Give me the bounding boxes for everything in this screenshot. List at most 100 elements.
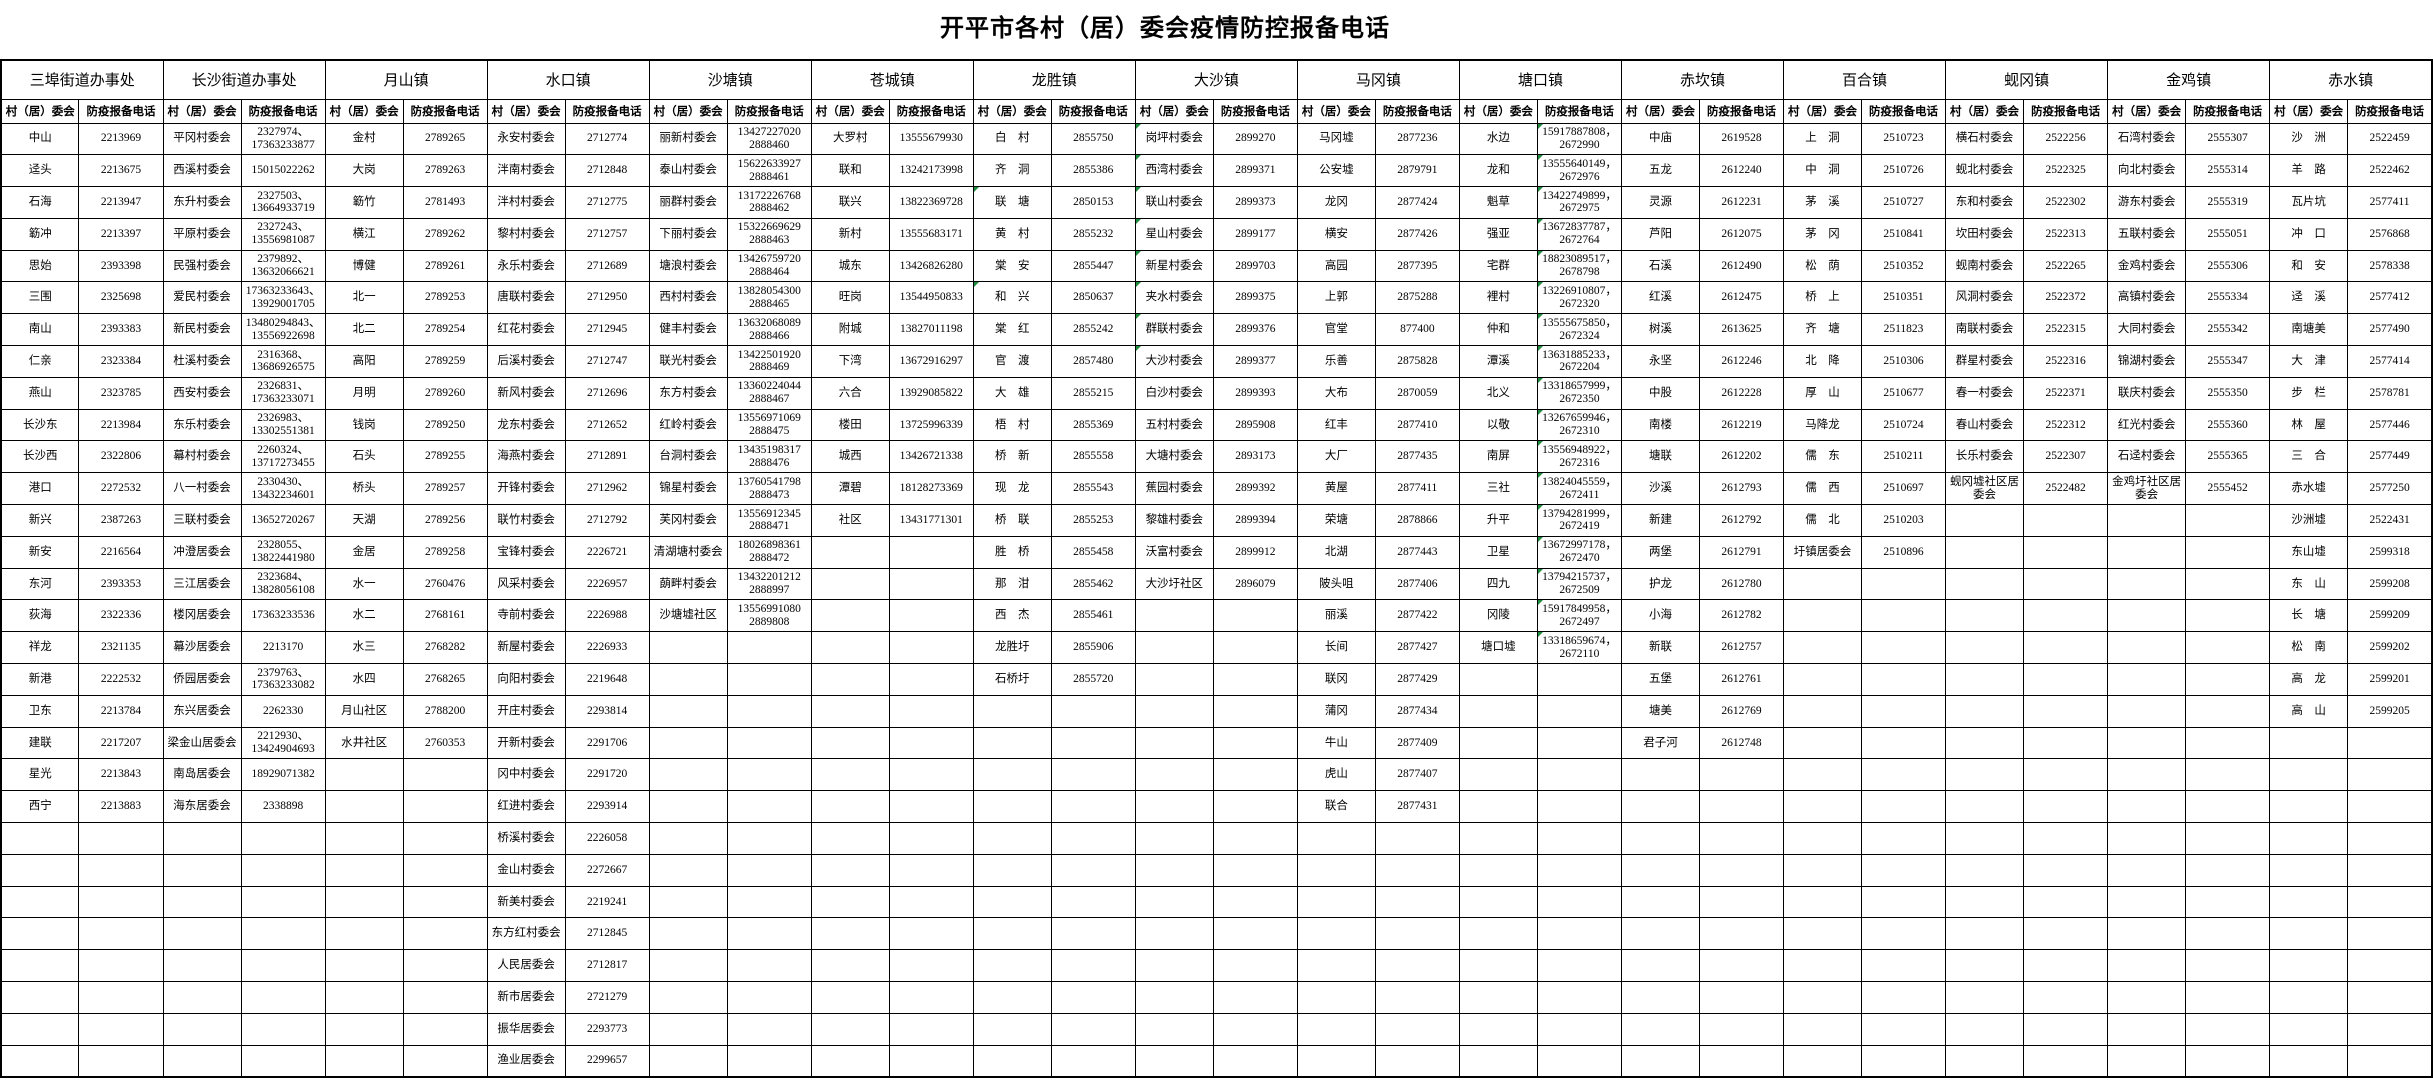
village-cell: 城西 xyxy=(810,440,890,474)
village-cell: 水二 xyxy=(324,599,404,633)
phone-cell: 2789262 xyxy=(402,217,488,251)
phone-cell: 2789256 xyxy=(402,504,488,537)
phone-cell xyxy=(1374,917,1460,951)
village-cell: 仲和 xyxy=(1458,313,1538,347)
village-cell: 联冈 xyxy=(1296,663,1376,696)
phone-cell xyxy=(2185,1044,2271,1078)
phone-cell: 2612475 xyxy=(1698,281,1785,315)
phone-cell xyxy=(1860,567,1947,601)
phone-cell: 2291706 xyxy=(564,726,650,760)
phone-cell: 2226988 xyxy=(564,599,650,633)
village-col-header: 村（居）委会 xyxy=(1296,98,1376,124)
village-cell xyxy=(324,981,404,1014)
village-cell xyxy=(648,790,728,824)
phone-cell xyxy=(1860,885,1947,919)
phone-cell: 2212930、 13424904693 xyxy=(240,726,326,760)
phone-cell xyxy=(1698,981,1785,1014)
village-cell: 海东居委会 xyxy=(162,790,242,824)
phone-cell xyxy=(1212,1012,1298,1046)
phone-cell: 13672916297 xyxy=(888,345,974,378)
village-cell: 林 屋 xyxy=(2269,408,2349,442)
village-cell: 平冈村委会 xyxy=(162,122,242,156)
village-cell: 圩镇居委会 xyxy=(1783,535,1862,569)
phone-cell xyxy=(1212,790,1298,824)
phone-cell xyxy=(2347,1012,2433,1046)
phone-cell: 2576868 xyxy=(2347,217,2433,251)
phone-cell: 2293814 xyxy=(564,694,650,728)
village-cell: 黎村村委会 xyxy=(486,217,566,251)
village-cell: 树溪 xyxy=(1620,313,1700,347)
phone-cell: 2789260 xyxy=(402,376,488,410)
phone-cell: 13318659674， 2672110 xyxy=(1536,631,1622,665)
village-cell: 永乐村委会 xyxy=(486,249,566,283)
village-cell: 裡村 xyxy=(1458,281,1538,315)
village-cell: 大沙村委会 xyxy=(1134,345,1214,378)
village-cell: 升平 xyxy=(1458,504,1538,537)
phone-cell: 2855458 xyxy=(1050,535,1136,569)
phone-cell: 2379763、 17363233082 xyxy=(240,663,326,696)
phone-cell: 13929085822 xyxy=(888,376,974,410)
phone-cell: 2291720 xyxy=(564,758,650,792)
village-cell xyxy=(1945,535,2025,569)
village-cell xyxy=(1783,1044,1862,1078)
phone-cell xyxy=(1212,853,1298,887)
phone-cell: 2226957 xyxy=(564,567,650,601)
village-cell: 社区 xyxy=(810,504,890,537)
phone-cell xyxy=(2023,726,2109,760)
village-cell: 幕沙居委会 xyxy=(162,631,242,665)
village-cell xyxy=(324,917,404,951)
phone-cell: 2768161 xyxy=(402,599,488,633)
phone-cell xyxy=(726,917,812,951)
village-cell: 仁亲 xyxy=(0,345,80,378)
village-cell: 大岗 xyxy=(324,154,404,188)
village-cell: 乐善 xyxy=(1296,345,1376,378)
village-cell xyxy=(0,917,80,951)
village-cell xyxy=(1458,885,1538,919)
phone-cell xyxy=(1212,631,1298,665)
village-cell: 马冈墟 xyxy=(1296,122,1376,156)
phone-cell: 2322336 xyxy=(78,599,164,633)
village-cell xyxy=(1134,663,1214,696)
village-cell: 永安村委会 xyxy=(486,122,566,156)
village-cell: 五村村委会 xyxy=(1134,408,1214,442)
phone-cell: 15322669629 2888463 xyxy=(726,217,812,251)
village-cell: 北二 xyxy=(324,313,404,347)
village-cell xyxy=(1783,949,1862,983)
phone-cell xyxy=(2185,949,2271,983)
phone-cell: 2877429 xyxy=(1374,663,1460,696)
village-cell xyxy=(1458,981,1538,1014)
phone-cell xyxy=(240,1044,326,1078)
village-cell xyxy=(2107,1044,2187,1078)
village-cell: 沃富村委会 xyxy=(1134,535,1214,569)
village-cell: 金山村委会 xyxy=(486,853,566,887)
village-cell: 虎山 xyxy=(1296,758,1376,792)
village-cell: 儒 北 xyxy=(1783,504,1862,537)
phone-cell xyxy=(402,822,488,855)
town-header: 赤水镇 xyxy=(2269,59,2433,100)
phone-cell xyxy=(402,981,488,1014)
village-cell: 开锋村委会 xyxy=(486,472,566,506)
village-cell xyxy=(324,949,404,983)
village-cell: 五龙 xyxy=(1620,154,1700,188)
phone-cell xyxy=(1050,726,1136,760)
village-cell xyxy=(1458,917,1538,951)
village-cell xyxy=(162,1044,242,1078)
village-col-header: 村（居）委会 xyxy=(1134,98,1214,124)
phone-cell: 2789253 xyxy=(402,281,488,315)
phone-cell xyxy=(1050,981,1136,1014)
phone-cell: 2522316 xyxy=(2023,345,2109,378)
village-cell: 茅 冈 xyxy=(1783,217,1862,251)
phone-cell xyxy=(78,1012,164,1046)
phone-cell xyxy=(726,663,812,696)
village-cell: 健丰村委会 xyxy=(648,313,728,347)
village-cell xyxy=(810,822,890,855)
phone-cell: 2387263 xyxy=(78,504,164,537)
phone-cell: 2510841 xyxy=(1860,217,1947,251)
village-cell: 风洞村委会 xyxy=(1945,281,2025,315)
phone-cell xyxy=(888,567,974,601)
village-cell xyxy=(324,1012,404,1046)
phone-cell: 2850153 xyxy=(1050,186,1136,219)
town-header: 金鸡镇 xyxy=(2107,59,2271,100)
village-cell: 金鸡圩社区居委会 xyxy=(2107,472,2187,506)
